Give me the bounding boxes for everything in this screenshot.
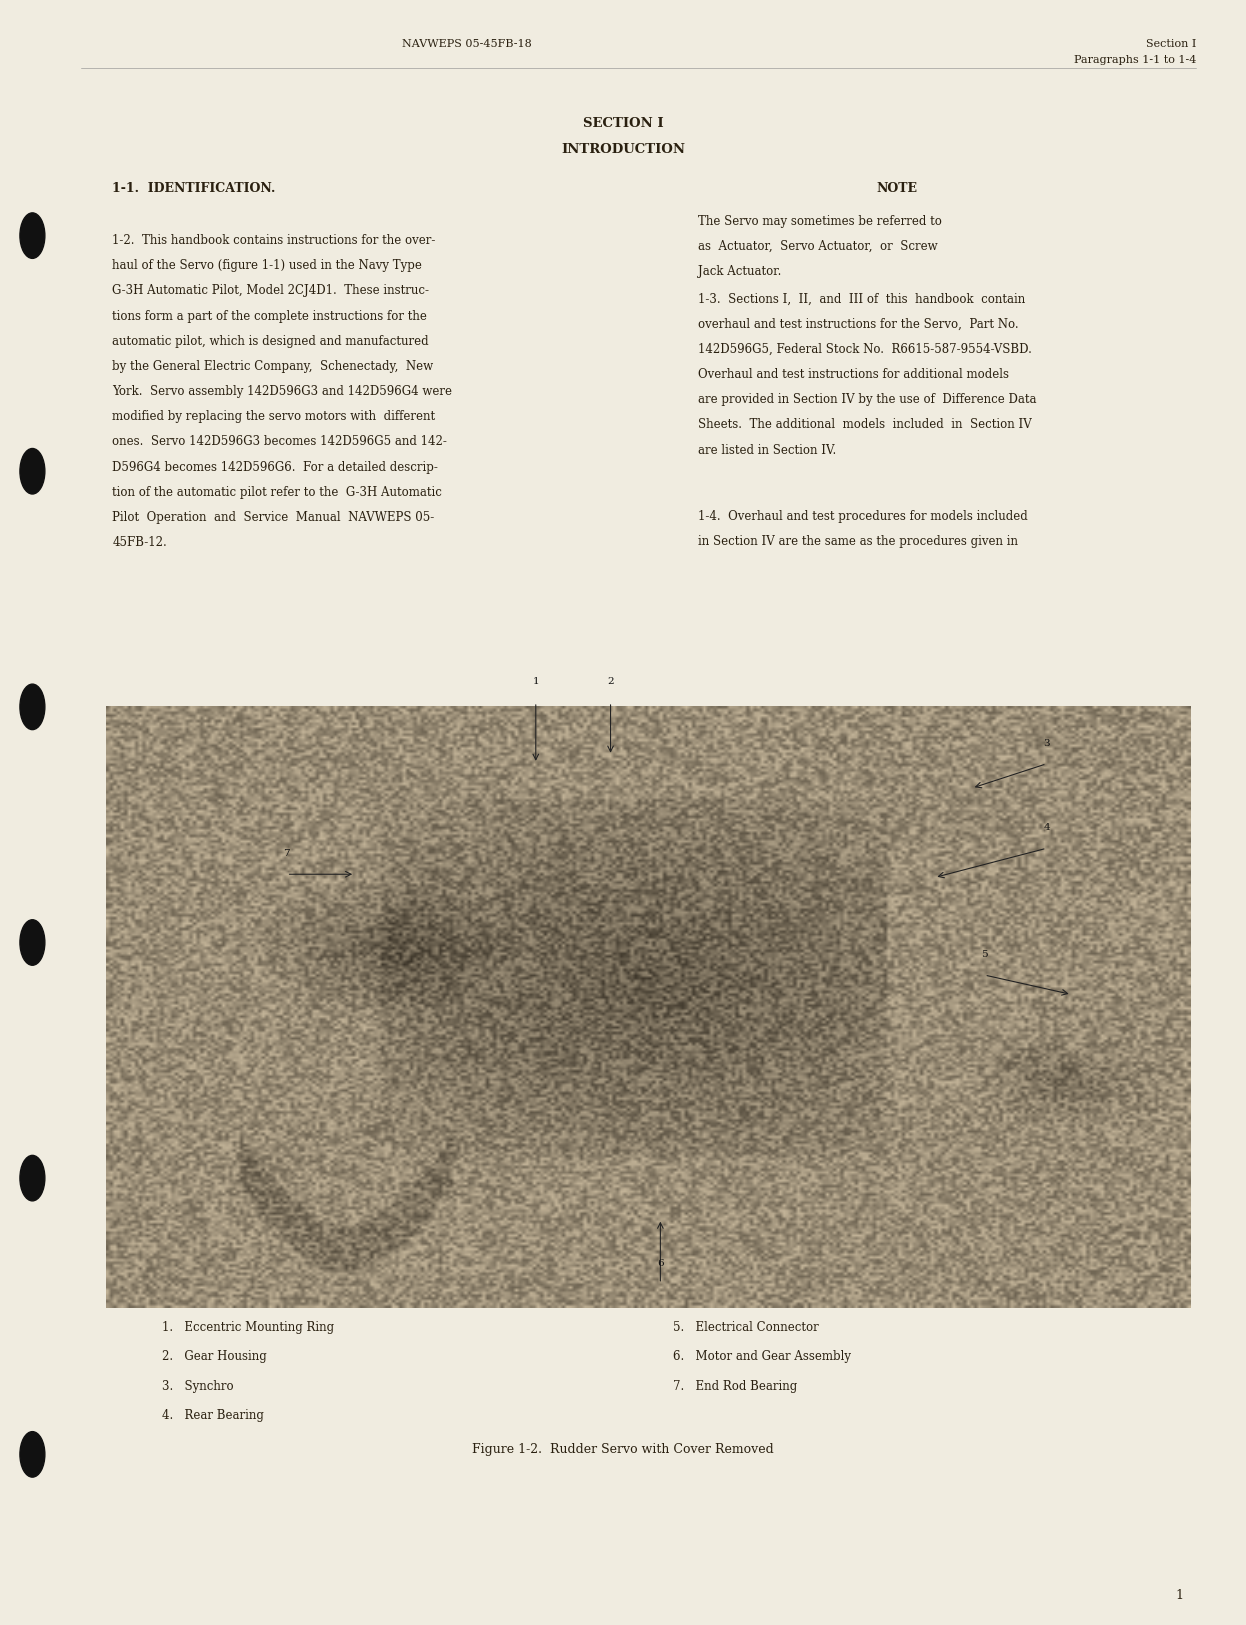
Text: Section I: Section I: [1146, 39, 1196, 49]
Text: 7: 7: [283, 848, 290, 858]
Text: NOTE: NOTE: [877, 182, 917, 195]
Text: 4.   Rear Bearing: 4. Rear Bearing: [162, 1409, 264, 1422]
Text: 142D596G5, Federal Stock No.  R6615-587-9554-VSBD.: 142D596G5, Federal Stock No. R6615-587-9…: [698, 343, 1032, 356]
Ellipse shape: [20, 1155, 45, 1201]
Text: 1-3.  Sections I,  II,  and  III of  this  handbook  contain: 1-3. Sections I, II, and III of this han…: [698, 292, 1025, 306]
Text: 1: 1: [532, 676, 540, 686]
Text: are provided in Section IV by the use of  Difference Data: are provided in Section IV by the use of…: [698, 393, 1037, 406]
Text: 6: 6: [657, 1258, 664, 1268]
Text: haul of the Servo (figure 1-1) used in the Navy Type: haul of the Servo (figure 1-1) used in t…: [112, 258, 422, 271]
Text: SECTION I: SECTION I: [583, 117, 663, 130]
Ellipse shape: [20, 213, 45, 258]
Text: 5: 5: [981, 949, 988, 959]
Text: ones.  Servo 142D596G3 becomes 142D596G5 and 142-: ones. Servo 142D596G3 becomes 142D596G5 …: [112, 436, 447, 448]
Text: 1.   Eccentric Mounting Ring: 1. Eccentric Mounting Ring: [162, 1321, 334, 1334]
Text: 3: 3: [1043, 738, 1050, 748]
Text: York.  Servo assembly 142D596G3 and 142D596G4 were: York. Servo assembly 142D596G3 and 142D5…: [112, 385, 452, 398]
Text: INTRODUCTION: INTRODUCTION: [561, 143, 685, 156]
Text: tions form a part of the complete instructions for the: tions form a part of the complete instru…: [112, 309, 427, 322]
Text: The Servo may sometimes be referred to: The Servo may sometimes be referred to: [698, 214, 942, 228]
Text: in Section IV are the same as the procedures given in: in Section IV are the same as the proced…: [698, 536, 1018, 549]
Text: 7.   End Rod Bearing: 7. End Rod Bearing: [673, 1380, 797, 1393]
Text: overhaul and test instructions for the Servo,  Part No.: overhaul and test instructions for the S…: [698, 318, 1018, 331]
Text: automatic pilot, which is designed and manufactured: automatic pilot, which is designed and m…: [112, 335, 429, 348]
Text: 5.   Electrical Connector: 5. Electrical Connector: [673, 1321, 819, 1334]
Text: Overhaul and test instructions for additional models: Overhaul and test instructions for addit…: [698, 367, 1009, 380]
Text: Jack Actuator.: Jack Actuator.: [698, 265, 781, 278]
Text: G-3H Automatic Pilot, Model 2CJ4D1.  These instruc-: G-3H Automatic Pilot, Model 2CJ4D1. Thes…: [112, 284, 429, 297]
Text: are listed in Section IV.: are listed in Section IV.: [698, 444, 836, 457]
Text: as  Actuator,  Servo Actuator,  or  Screw: as Actuator, Servo Actuator, or Screw: [698, 239, 937, 252]
Text: Pilot  Operation  and  Service  Manual  NAVWEPS 05-: Pilot Operation and Service Manual NAVWE…: [112, 510, 435, 523]
Ellipse shape: [20, 449, 45, 494]
Text: tion of the automatic pilot refer to the  G-3H Automatic: tion of the automatic pilot refer to the…: [112, 486, 442, 499]
Text: 3.   Synchro: 3. Synchro: [162, 1380, 233, 1393]
Bar: [106, 707, 1190, 1308]
Text: NAVWEPS 05-45FB-18: NAVWEPS 05-45FB-18: [402, 39, 532, 49]
Text: 1-2.  This handbook contains instructions for the over-: 1-2. This handbook contains instructions…: [112, 234, 436, 247]
Text: by the General Electric Company,  Schenectady,  New: by the General Electric Company, Schenec…: [112, 359, 434, 372]
Ellipse shape: [20, 920, 45, 965]
Text: Paragraphs 1-1 to 1-4: Paragraphs 1-1 to 1-4: [1074, 55, 1196, 65]
Text: Figure 1-2.  Rudder Servo with Cover Removed: Figure 1-2. Rudder Servo with Cover Remo…: [472, 1443, 774, 1456]
Text: 45FB-12.: 45FB-12.: [112, 536, 167, 549]
Text: 2: 2: [607, 676, 614, 686]
Ellipse shape: [20, 1432, 45, 1477]
Text: 1-4.  Overhaul and test procedures for models included: 1-4. Overhaul and test procedures for mo…: [698, 510, 1028, 523]
Ellipse shape: [20, 684, 45, 730]
Text: 1: 1: [1176, 1589, 1184, 1602]
Text: 2.   Gear Housing: 2. Gear Housing: [162, 1350, 267, 1363]
Text: 4: 4: [1043, 822, 1050, 832]
Text: modified by replacing the servo motors with  different: modified by replacing the servo motors w…: [112, 410, 435, 422]
Text: 1-1.  IDENTIFICATION.: 1-1. IDENTIFICATION.: [112, 182, 275, 195]
Text: Sheets.  The additional  models  included  in  Section IV: Sheets. The additional models included i…: [698, 418, 1032, 431]
Text: 6.   Motor and Gear Assembly: 6. Motor and Gear Assembly: [673, 1350, 851, 1363]
Text: D596G4 becomes 142D596G6.  For a detailed descrip-: D596G4 becomes 142D596G6. For a detailed…: [112, 460, 439, 473]
